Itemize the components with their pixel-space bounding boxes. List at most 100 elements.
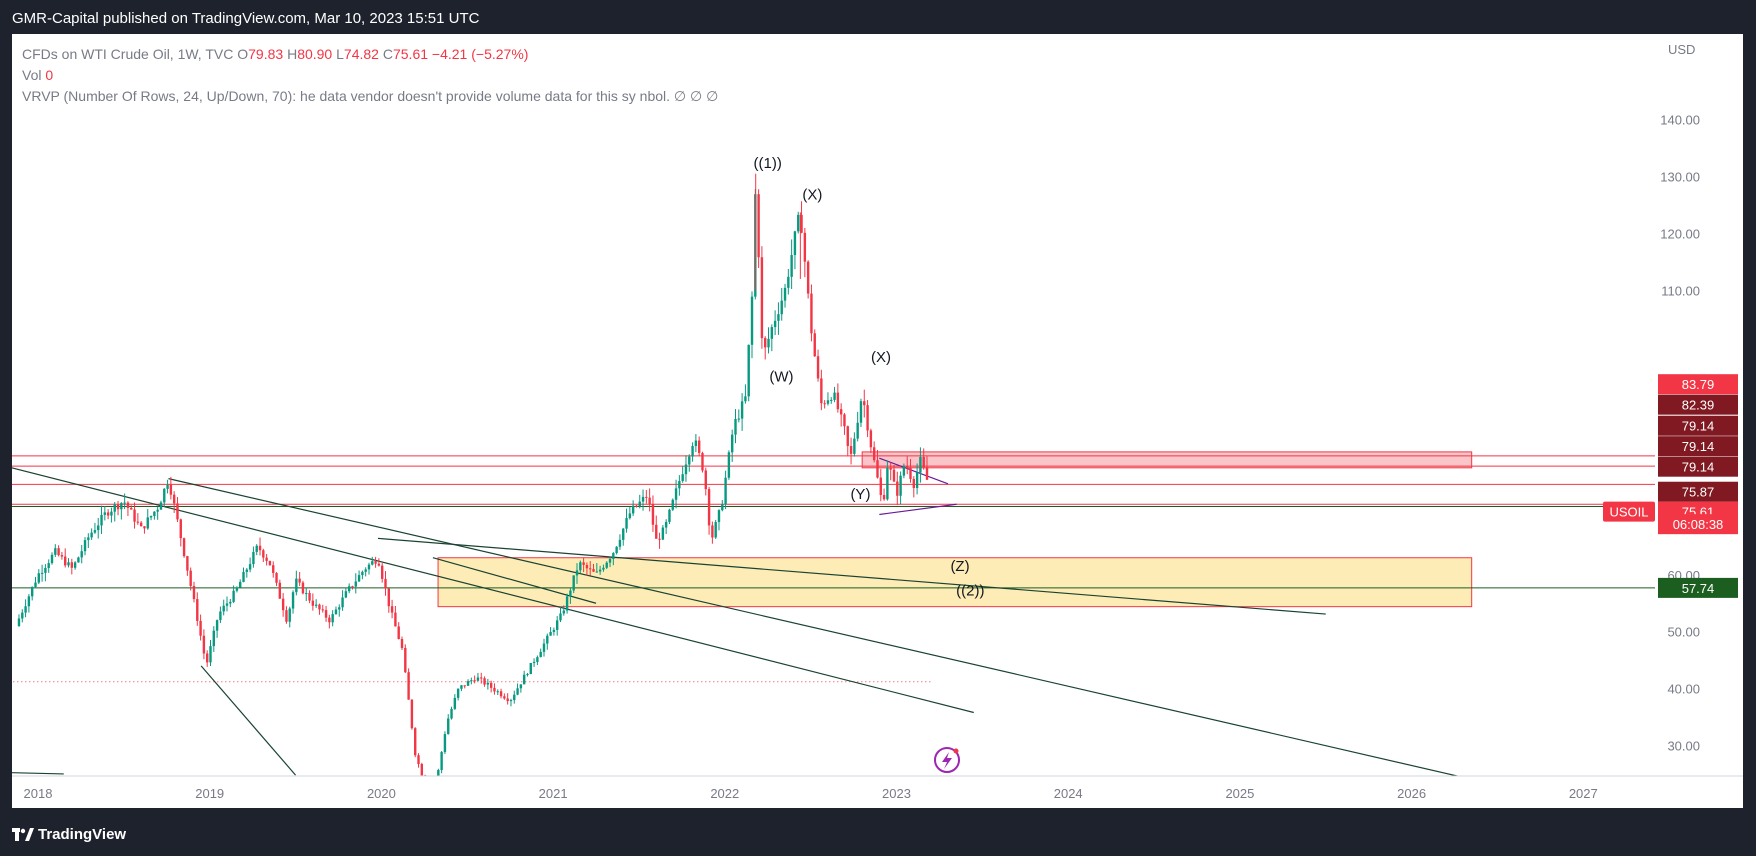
- candle-body: [483, 678, 486, 685]
- candle-body: [651, 504, 655, 525]
- candle-body: [308, 593, 311, 601]
- candle-body: [905, 466, 909, 468]
- trend-line[interactable]: [879, 457, 949, 485]
- candle-body: [321, 609, 324, 611]
- candle-body: [631, 505, 635, 514]
- legend-low-label: L: [336, 46, 344, 62]
- candle-body: [431, 793, 433, 800]
- candle-body: [354, 581, 357, 587]
- x-tick-label: 2022: [710, 786, 739, 801]
- candle-body: [305, 593, 308, 595]
- candle-body: [694, 440, 698, 447]
- elliott-wave-label[interactable]: (Y): [850, 486, 870, 503]
- candle-body: [179, 519, 182, 539]
- trend-line[interactable]: [432, 557, 597, 604]
- symbol-badge-text: USOIL: [1609, 505, 1648, 520]
- trend-line[interactable]: [377, 537, 1326, 615]
- candle-body: [846, 426, 849, 447]
- candle-body: [532, 661, 536, 664]
- candle-body: [331, 614, 334, 623]
- candle-body: [853, 438, 856, 454]
- candle-body: [773, 320, 777, 328]
- candle-body: [833, 392, 836, 400]
- elliott-wave-label[interactable]: (X): [802, 186, 822, 203]
- price-label-text: 79.14: [1682, 419, 1715, 434]
- candle-body: [295, 578, 298, 593]
- candle-body: [242, 571, 245, 582]
- lightning-icon[interactable]: [934, 747, 960, 773]
- candle-body: [559, 613, 562, 621]
- candle-body: [120, 503, 123, 510]
- tradingview-brand: TradingView: [38, 826, 127, 843]
- candle-body: [456, 688, 460, 698]
- candle-body: [912, 478, 916, 489]
- candle-body: [902, 466, 906, 476]
- symbol-badge[interactable]: USOIL: [1603, 501, 1655, 522]
- chart-panel[interactable]: [12, 34, 1743, 808]
- trend-line[interactable]: [168, 478, 1463, 778]
- candle-body: [869, 430, 873, 448]
- candle-body: [291, 592, 295, 609]
- candle-body: [602, 567, 605, 570]
- candle-body: [688, 456, 691, 465]
- candle-body: [506, 698, 509, 702]
- trend-line[interactable]: [200, 665, 297, 776]
- candle-body: [133, 509, 136, 522]
- candle-body: [579, 562, 582, 571]
- candle-body: [460, 685, 463, 689]
- candle-body: [519, 684, 523, 689]
- candle-body: [334, 609, 338, 615]
- candle-body: [420, 764, 424, 776]
- candle-body: [351, 586, 354, 588]
- candle-body: [163, 488, 166, 503]
- trend-line[interactable]: [0, 772, 64, 775]
- candle-body: [219, 611, 222, 621]
- x-tick-label: 2026: [1397, 786, 1426, 801]
- currency-label: USD: [1668, 42, 1696, 57]
- lightning-icon-bolt: [942, 752, 952, 769]
- candle-body: [859, 401, 863, 423]
- elliott-wave-label[interactable]: ((2)): [956, 582, 984, 599]
- candle-body: [34, 582, 37, 587]
- candle-body: [516, 688, 519, 695]
- candle-body: [486, 682, 490, 685]
- price-zone[interactable]: [861, 451, 1473, 469]
- tradingview-logo[interactable]: TradingView: [12, 826, 126, 843]
- candle-body: [770, 327, 774, 339]
- legend-symbol[interactable]: CFDs on WTI Crude Oil, 1W, TVC: [22, 46, 234, 62]
- legend-open-value: 79.83: [248, 46, 284, 62]
- candle-body: [357, 575, 361, 582]
- candle-body: [849, 446, 853, 454]
- candle-body: [797, 214, 800, 232]
- elliott-wave-label[interactable]: (Z): [950, 558, 969, 575]
- elliott-wave-label[interactable]: (W): [769, 368, 793, 385]
- elliott-wave-label[interactable]: (X): [871, 349, 891, 366]
- legend-vrvp[interactable]: VRVP (Number Of Rows, 24, Up/Down, 70): …: [22, 88, 719, 104]
- candle-body: [328, 617, 331, 623]
- candle-body: [390, 606, 394, 613]
- candle-body: [493, 687, 496, 692]
- candle-body: [311, 600, 315, 606]
- candle-body: [892, 469, 896, 482]
- candle-body: [387, 588, 390, 607]
- candle-body: [80, 551, 83, 558]
- candle-body: [196, 599, 199, 621]
- trend-line[interactable]: [879, 503, 957, 516]
- candle-body: [866, 405, 869, 431]
- elliott-wave-label[interactable]: ((1)): [754, 155, 782, 172]
- candle-body: [143, 526, 146, 529]
- candle-body: [645, 496, 648, 498]
- price-label-text: 57.74: [1682, 581, 1715, 596]
- candle-body: [361, 571, 364, 576]
- legend-volume-label[interactable]: Vol: [22, 67, 42, 83]
- x-tick-label: 2024: [1054, 786, 1083, 801]
- candle-body: [618, 539, 622, 547]
- candle-body: [298, 578, 301, 583]
- candle-body: [843, 414, 846, 427]
- legend-open-label: O: [237, 46, 249, 62]
- candle-body: [674, 488, 678, 500]
- legend-vrvp-row: VRVP (Number Of Rows, 24, Up/Down, 70): …: [22, 86, 718, 107]
- price-label-text: 79.14: [1682, 460, 1715, 475]
- trend-line[interactable]: [0, 457, 974, 714]
